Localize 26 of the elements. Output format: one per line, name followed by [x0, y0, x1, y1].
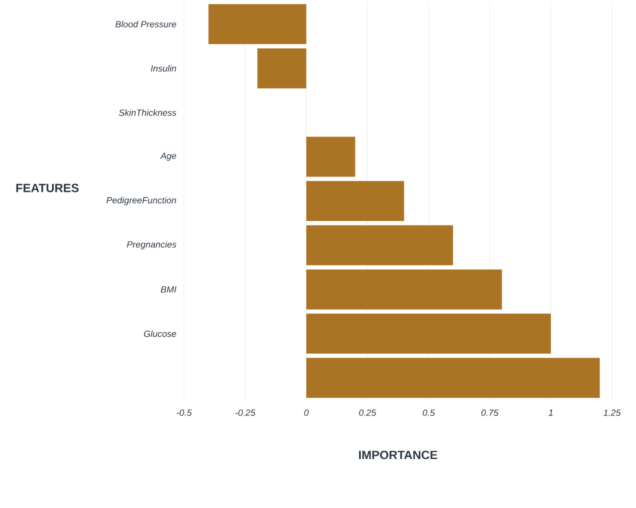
bar — [306, 358, 600, 398]
bar — [306, 225, 454, 266]
bar — [306, 136, 356, 177]
y-tick-label: PedigreeFunction — [106, 196, 176, 206]
y-tick-label: Insulin — [150, 65, 176, 72]
x-tick-label: -0.25 — [235, 410, 256, 416]
bar — [306, 314, 551, 354]
y-tick-label: Blood Pressure — [115, 20, 176, 28]
x-tick-label: 1.25 — [604, 410, 621, 416]
bar — [306, 269, 502, 310]
x-axis-title: IMPORTANCE — [359, 450, 438, 460]
bar — [208, 4, 306, 44]
y-tick-label: Age — [160, 152, 176, 161]
bar — [306, 181, 404, 221]
x-tick-label: 0.25 — [359, 410, 376, 416]
y-tick-label: Pregnancies — [126, 241, 176, 250]
y-axis-title: FEATURES — [16, 184, 79, 192]
y-tick-label: SkinThickness — [118, 109, 176, 116]
y-tick-label: BMI — [160, 286, 176, 293]
x-tick-label: 0.75 — [481, 410, 498, 416]
y-tick-label: Glucose — [144, 330, 176, 337]
bar — [257, 48, 306, 88]
x-tick-label: 1 — [548, 410, 553, 416]
x-tick-label: -0.5 — [176, 410, 192, 416]
x-tick-label: 0 — [304, 410, 309, 416]
x-tick-label: 0.5 — [422, 410, 435, 416]
